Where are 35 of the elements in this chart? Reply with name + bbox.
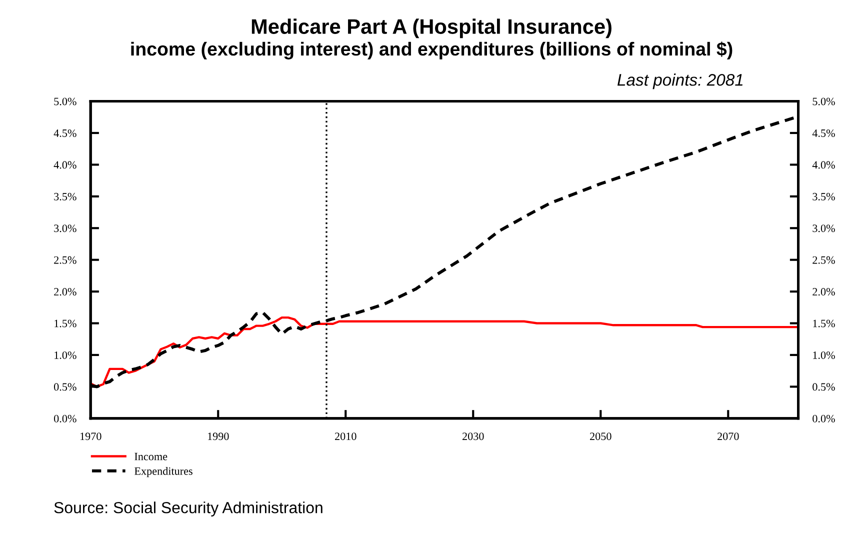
- legend-label: Income: [134, 452, 168, 460]
- y-tick-label: 2.0%: [54, 288, 76, 296]
- y2-tick-label: 0.5%: [812, 383, 835, 391]
- x-tick-label: 2050: [590, 432, 612, 440]
- y2-tick-label: 1.5%: [813, 320, 835, 328]
- y-tick-label: 4.5%: [54, 129, 76, 137]
- y2-tick-label: 3.0%: [812, 224, 835, 232]
- y-tick-label: 3.0%: [54, 224, 76, 232]
- y-tick-label: 2.5%: [54, 256, 76, 264]
- y2-tick-label: 4.0%: [812, 161, 835, 169]
- y2-tick-label: 5.0%: [812, 98, 835, 106]
- y-tick-label: 4.0%: [54, 161, 76, 169]
- chart-title: Medicare Part A (Hospital Insurance): [252, 18, 612, 38]
- y-tick-label: 1.0%: [54, 351, 76, 359]
- x-tick-label: 2010: [335, 432, 356, 440]
- y2-tick-label: 2.0%: [812, 288, 835, 296]
- y-tick-label: 3.5%: [54, 192, 76, 200]
- y2-tick-label: 3.5%: [812, 192, 835, 200]
- legend-label: Expenditures: [134, 467, 192, 478]
- line-series: [90, 316, 798, 388]
- source-note: Source: Social Security Administration: [54, 502, 322, 516]
- y2-tick-label: 1.0%: [813, 351, 835, 359]
- y-tick-label: 5.0%: [54, 98, 76, 106]
- y2-tick-label: 4.5%: [812, 129, 835, 137]
- y-tick-label: 0.5%: [54, 383, 76, 391]
- x-tick-label: 1990: [208, 432, 229, 440]
- x-tick-label: 1970: [80, 432, 102, 440]
- x-tick-label: 2070: [718, 432, 739, 440]
- y-tick-label: 0.0%: [54, 414, 76, 422]
- y2-tick-label: 0.0%: [812, 414, 835, 422]
- y-tick-label: 1.5%: [54, 320, 76, 328]
- y2-tick-label: 2.5%: [812, 256, 835, 264]
- text: Last points: 2081: [617, 74, 743, 90]
- chart-subtitle: income (excluding interest) and expenditures (billions of nominal $): [131, 42, 732, 60]
- x-tick-label: 2030: [462, 432, 484, 440]
